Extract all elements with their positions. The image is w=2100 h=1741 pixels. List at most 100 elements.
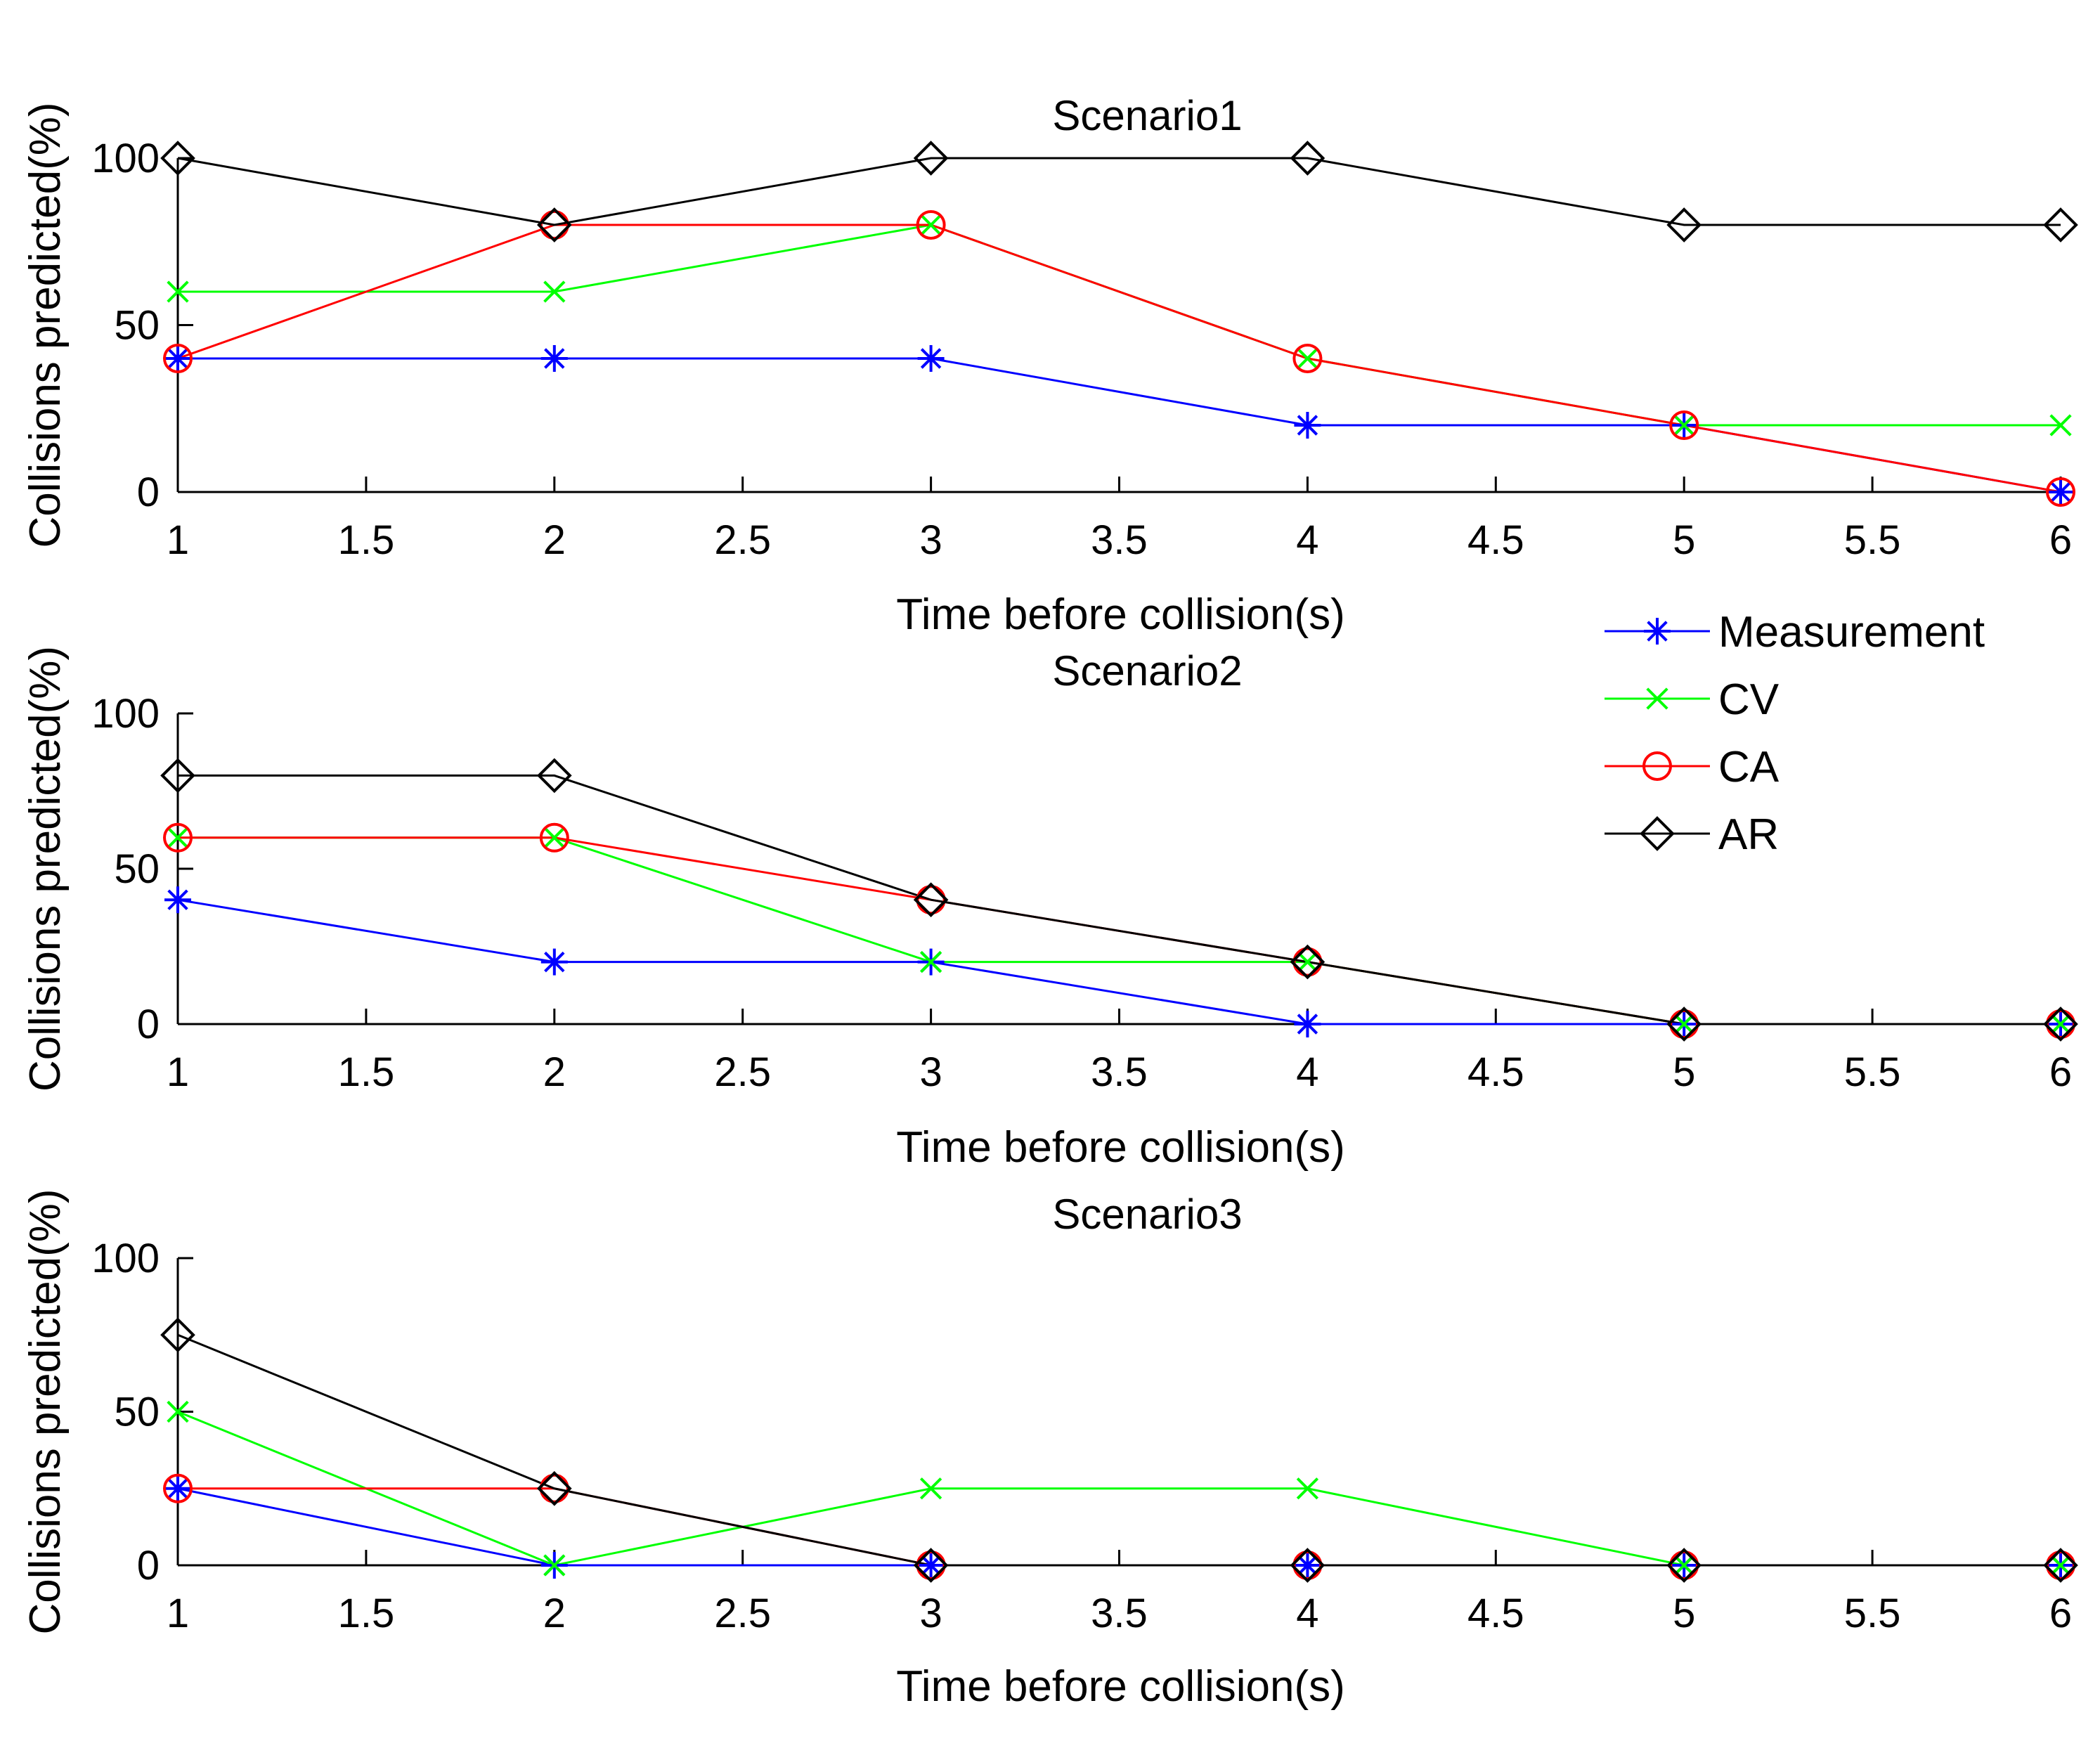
panel-1-measurement-point — [164, 345, 191, 372]
panel-1-ar-point — [536, 207, 572, 242]
panel-1-ca-point — [1292, 344, 1323, 373]
panel-1-ar-point — [160, 141, 195, 176]
panel-3-ca-point — [1292, 1551, 1323, 1580]
panel-2-x-tick-label: 4.5 — [1467, 1049, 1524, 1095]
panel-3-cv-point — [1673, 1554, 1695, 1577]
panel-1-cv-point — [1296, 347, 1319, 370]
panel-2-ar-point — [913, 882, 949, 918]
panel-2-cv-point — [543, 827, 566, 849]
panel-3-x-tick-label: 6 — [2049, 1591, 2072, 1636]
panel-1-cv-point-stroke-2 — [1296, 347, 1319, 370]
panel-2-ca-point — [539, 822, 569, 853]
panel-3-x-tick-label: 1.5 — [338, 1591, 395, 1636]
panel-1-cv-point-stroke-2 — [2049, 414, 2072, 436]
panel-3-measurement-point-stroke-d2 — [920, 1555, 942, 1576]
legend-cv-marker — [1646, 687, 1668, 710]
panel-3-ca-point — [163, 1473, 193, 1503]
panel-2-x-tick-label: 5.5 — [1844, 1049, 1901, 1095]
panel-1-cv-point — [1673, 414, 1695, 436]
panel-2-y-tick-label: 100 — [91, 691, 160, 737]
panel-2-cv-point — [919, 950, 942, 973]
panel-3-ar-point — [1290, 1548, 1326, 1583]
panel-1-measurement-point-stroke-d2 — [544, 348, 565, 369]
panel-3-ar-point — [160, 1317, 195, 1353]
panel-3-cv-point — [2049, 1554, 2072, 1577]
panel-2-y-tick-label: 0 — [137, 1002, 160, 1047]
panel-1-ar-point — [1666, 207, 1702, 242]
panel-3-y-tick-label: 100 — [91, 1236, 160, 1281]
panel-1-cv-point — [2049, 414, 2072, 436]
panel-1-measurement-point-stroke-d2 — [1297, 415, 1318, 436]
panel-2-x-tick-label: 4 — [1296, 1049, 1318, 1095]
panel-2-cv-point-stroke-2 — [543, 827, 566, 849]
panel-3-ca-point — [2046, 1551, 2075, 1580]
panel-1-measurement-point-stroke-d2 — [2050, 481, 2071, 503]
panel-3-y-tick-label: 50 — [114, 1390, 160, 1435]
panel-3-ar-point — [536, 1470, 572, 1506]
panel-3-ar-point — [2043, 1548, 2078, 1583]
panel-2-series-ar-line — [178, 774, 2061, 1025]
panel-1-measurement-point — [1294, 412, 1321, 439]
legend-ca-label: CA — [1718, 743, 1780, 791]
panel-3-measurement-point-stroke-d2 — [1297, 1555, 1318, 1576]
panel-2-cv-point-stroke-2 — [167, 827, 189, 849]
panel-3-x-tick-label: 4.5 — [1467, 1591, 1524, 1636]
panel-2-measurement-point — [164, 886, 191, 914]
panel-2-cv-point — [1673, 1013, 1695, 1035]
legend-ca-marker — [1642, 751, 1672, 781]
panel-3-cv-point-stroke-2 — [543, 1554, 566, 1577]
legend-cv-label: CV — [1718, 675, 1780, 724]
panel-1-x-axis-label: Time before collision(s) — [896, 590, 1345, 639]
panel-2-ca-point — [2046, 1009, 2075, 1039]
panel-1-x-tick-label: 6 — [2049, 517, 2072, 563]
panel-1-cv-point-stroke-2 — [543, 280, 566, 303]
panel-3-x-tick-label: 2 — [543, 1591, 566, 1636]
legend-ar-label: AR — [1718, 810, 1779, 859]
panel-2-x-tick-label: 1 — [167, 1049, 189, 1095]
panel-1-y-tick-label: 100 — [91, 136, 160, 181]
panel-3-x-tick-label: 3 — [919, 1591, 942, 1636]
panel-3-cv-point-stroke-2 — [167, 1400, 189, 1423]
panel-3-cv-point-stroke-2 — [1296, 1477, 1319, 1500]
panel-2-x-tick-label: 3.5 — [1091, 1049, 1148, 1095]
panel-1-cv-point-stroke-2 — [1673, 414, 1695, 436]
panel-1-x-tick-label: 5.5 — [1844, 517, 1901, 563]
panel-1-measurement-point-stroke-d2 — [920, 348, 942, 369]
panel-2-x-tick-label: 5 — [1673, 1049, 1695, 1095]
panel-2-y-axis-label: Collisions predicted(%) — [21, 646, 70, 1092]
panel-3-cv-point-stroke-2 — [919, 1477, 942, 1500]
panel-3-measurement-point — [917, 1552, 945, 1579]
panel-3-cv-point-stroke-2 — [1673, 1554, 1695, 1577]
panel-3-cv-point — [1296, 1477, 1319, 1500]
panel-1-x-tick-label: 4 — [1296, 517, 1318, 563]
panel-3-measurement-point — [1294, 1552, 1321, 1579]
panel-2-cv-point — [1296, 950, 1319, 973]
panel-1-ca-point — [2046, 477, 2075, 507]
panel-3-x-axis-label: Time before collision(s) — [896, 1662, 1345, 1711]
legend-cv-marker-stroke-2 — [1646, 687, 1668, 710]
panel-1-x-tick-label: 3 — [919, 517, 942, 563]
panel-2-measurement-point-stroke-d2 — [544, 951, 565, 973]
panel-1-cv-point-stroke-2 — [919, 214, 942, 236]
panel-2-ca-point — [163, 822, 193, 853]
panel-2-ar-point — [1290, 944, 1326, 980]
panel-1: 1 1.5 2 2.5 3 3.5 4 4.5 5 5.5 6 0 50 100 Scenario1 Time… — [21, 92, 2078, 639]
panel-2-ca-point — [916, 885, 946, 915]
panel-3-ca-point — [539, 1473, 569, 1503]
panel-3-y-tick-label: 0 — [137, 1543, 160, 1588]
panel-3-title: Scenario3 — [1052, 1191, 1242, 1238]
legend-ar-marker — [1640, 816, 1675, 851]
panel-1-ca-point — [163, 344, 193, 373]
panel-2-measurement-point-stroke-d2 — [167, 889, 188, 910]
panel-3-ca-point — [916, 1551, 946, 1580]
panel-2-title: Scenario2 — [1052, 647, 1242, 694]
panel-1-measurement-point — [540, 345, 568, 372]
panel-2-x-tick-label: 2.5 — [714, 1049, 771, 1095]
panel-1-cv-point — [167, 280, 189, 303]
panel-3-x-tick-label: 3.5 — [1091, 1591, 1148, 1636]
panel-2-x-tick-label: 6 — [2049, 1049, 2072, 1095]
panel-1-y-axis-label: Collisions predicted(%) — [21, 102, 70, 548]
panel-2-cv-point-stroke-2 — [1673, 1013, 1695, 1035]
panel-3-x-tick-label: 5 — [1673, 1591, 1695, 1636]
